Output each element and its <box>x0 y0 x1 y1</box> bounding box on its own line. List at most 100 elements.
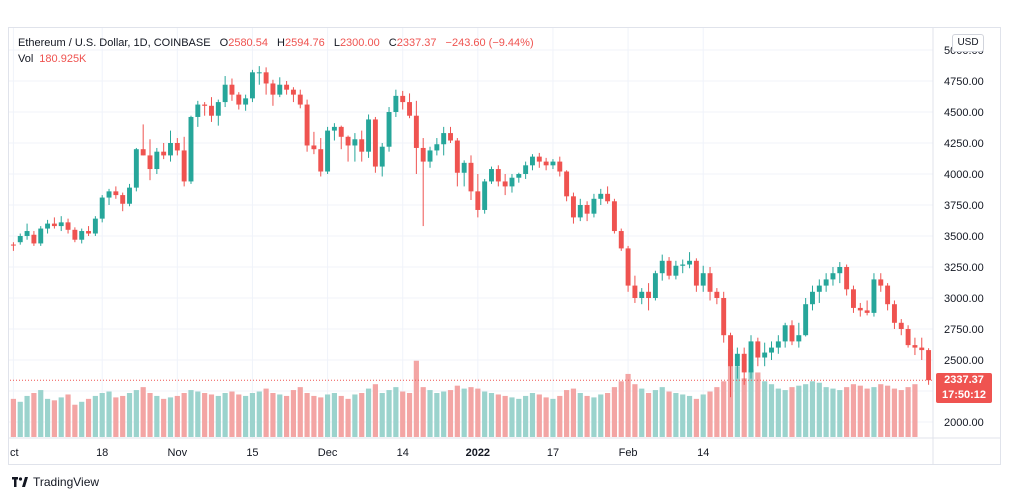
candle-body <box>195 104 201 117</box>
volume-bar <box>10 398 17 437</box>
candle <box>659 254 665 281</box>
candle <box>243 94 249 111</box>
candle-body <box>338 126 344 137</box>
price-tick-label: 3000.00 <box>944 293 984 305</box>
volume-bar <box>475 388 481 437</box>
candle-body <box>530 156 535 166</box>
candle <box>168 130 173 162</box>
volume-bars <box>10 349 918 437</box>
candle-body <box>803 304 809 336</box>
volume-bar <box>775 388 781 437</box>
volume-bar <box>557 395 563 437</box>
volume-bar <box>24 395 30 437</box>
candle <box>741 347 747 385</box>
candle-body <box>127 187 132 204</box>
candle <box>796 322 802 348</box>
candle-body <box>263 72 269 84</box>
volume-bar <box>263 388 269 437</box>
candle-body <box>475 191 481 210</box>
volume-bar <box>338 395 344 437</box>
volume-bar <box>297 387 303 437</box>
candle-body <box>393 95 399 112</box>
price-tick-label: 2500.00 <box>944 355 984 367</box>
last-price-tag: 2337.37 17:50:12 <box>936 373 992 403</box>
candle <box>195 100 201 127</box>
candle-body <box>666 260 672 276</box>
candle <box>789 320 795 346</box>
volume-bar <box>79 401 85 437</box>
candle <box>728 332 733 398</box>
candle-body <box>51 223 57 227</box>
candle <box>639 288 645 305</box>
candle-body <box>837 267 843 274</box>
candle-body <box>734 353 740 367</box>
candle <box>577 198 583 222</box>
volume-bar <box>673 393 679 437</box>
volume-bar <box>304 393 310 437</box>
candle-body <box>304 104 310 146</box>
time-axis[interactable]: ct 18 Nov 15 Dec 14 2022 17 Feb 14 <box>10 447 709 459</box>
candle <box>174 138 180 156</box>
candle-body <box>154 151 160 170</box>
volume-bar <box>365 388 372 437</box>
volume-bar <box>447 390 454 437</box>
volume-bar <box>113 397 119 437</box>
candle-body <box>673 265 679 276</box>
price-tick-label: 4500.00 <box>944 107 984 119</box>
candle-body <box>270 83 276 95</box>
candle-body <box>926 350 932 381</box>
candle-body <box>584 205 590 214</box>
candle-body <box>523 165 529 174</box>
volume-bar <box>174 395 180 437</box>
candle-body <box>359 139 365 152</box>
time-tick-label: 14 <box>697 447 709 459</box>
candle-body <box>106 191 112 198</box>
candle-body <box>755 341 761 358</box>
candle <box>448 126 453 143</box>
candle-body <box>215 102 221 116</box>
tradingview-brand[interactable]: TradingView <box>12 475 99 489</box>
change-value: −243.60 (−9.44%) <box>445 37 534 49</box>
countdown-timer: 17:50:12 <box>941 389 987 401</box>
time-tick-label: Dec <box>318 447 338 459</box>
currency-button[interactable]: USD <box>952 34 984 52</box>
volume-bar <box>536 394 542 437</box>
candle <box>714 288 720 305</box>
volume-bar <box>406 393 413 437</box>
candle <box>120 192 126 212</box>
volume-bar <box>693 398 699 437</box>
candle-body <box>181 150 187 182</box>
volume-bar <box>236 394 242 437</box>
candle-body <box>38 228 44 244</box>
candle-body <box>379 146 385 167</box>
price-tick-label: 3750.00 <box>944 200 984 212</box>
volume-bar <box>372 384 378 437</box>
volume-bar <box>734 366 740 437</box>
candle <box>461 160 467 187</box>
price-axis[interactable]: 5000.004750.004500.004250.004000.003750.… <box>944 45 984 429</box>
candle-body <box>454 140 460 173</box>
candle-body <box>345 136 351 146</box>
candle-body <box>407 102 412 116</box>
candle <box>475 174 481 218</box>
volume-bar <box>44 398 51 437</box>
candle <box>99 195 105 223</box>
volume-bar <box>352 394 358 437</box>
candle-body <box>782 325 788 342</box>
candle <box>810 285 815 311</box>
candle-body <box>857 307 863 311</box>
volume-bar <box>140 387 146 437</box>
candle <box>331 123 337 141</box>
candle <box>386 107 392 152</box>
volume-bar <box>495 394 501 437</box>
volume-bar <box>126 393 133 437</box>
volume-bar <box>543 397 549 437</box>
volume-bar <box>598 394 604 437</box>
candle-body <box>748 341 754 373</box>
candle-body <box>188 116 194 182</box>
candle-body <box>652 273 658 298</box>
candle <box>202 102 208 116</box>
volume-bar <box>816 382 822 437</box>
candle-body <box>79 231 85 240</box>
